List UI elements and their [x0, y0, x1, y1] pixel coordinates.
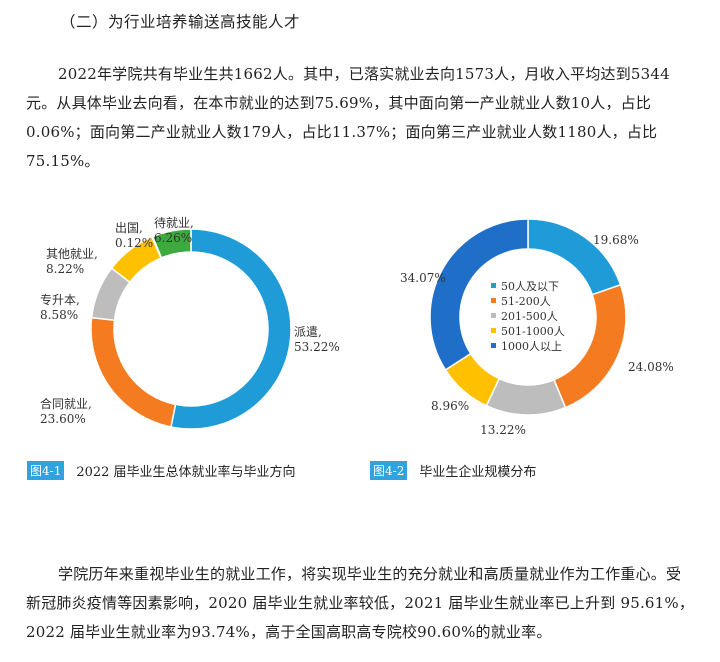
chart2-data-label-0: 19.68%	[593, 233, 639, 247]
chart2-legend-swatch-0	[491, 283, 496, 288]
section-heading: （二）为行业培养输送高技能人才	[60, 13, 301, 31]
figure-tag-1: 图4-1	[27, 461, 65, 480]
chart2-legend-swatch-2	[491, 313, 496, 318]
chart1-slice-5	[151, 228, 192, 259]
paragraph-graduates: 2022年学院共有毕业生共1662人。其中，已落实就业去向1573人，月收入平均…	[26, 65, 670, 170]
figure-caption-2: 图4-2 毕业生企业规模分布	[370, 461, 536, 480]
chart2-slice-2	[485, 377, 567, 416]
chart2-legend-entry-4: 1000人以上	[501, 340, 562, 353]
chart1-data-label-3: 其他就业, 8.22%	[46, 247, 98, 276]
chart1-data-label-0: 派遣, 53.22%	[294, 324, 340, 354]
chart1-data-label-1: 合同就业, 23.60%	[40, 396, 92, 426]
figure-caption-1: 图4-1 2022 届毕业生总体就业率与毕业方向	[27, 461, 296, 480]
chart1-slice-0	[170, 228, 292, 430]
chart2-legend-swatch-1	[491, 298, 496, 303]
chart2-slice-1	[553, 283, 627, 409]
chart2-legend-swatch-3	[491, 328, 496, 333]
paragraph-employment-rate: 学院历年来重视毕业生的就业工作，将实现毕业生的充分就业和高质量就业作为工作重心。…	[26, 565, 695, 641]
figure-tag-2: 图4-2	[370, 461, 408, 480]
chart1-data-label-4: 出国, 0.12%	[115, 221, 153, 250]
chart1-data-label-2: 专升本, 8.58%	[40, 292, 80, 322]
chart2-data-label-4: 34.07%	[400, 271, 446, 285]
chart2-legend-entry-2: 201-500人	[501, 310, 558, 323]
chart1-data-label-5: 待就业, 6.26%	[154, 216, 194, 245]
chart2-legend-entry-3: 501-1000人	[501, 325, 565, 338]
chart2-legend-entry-0: 50人及以下	[501, 280, 559, 293]
chart2-data-label-3: 8.96%	[431, 399, 469, 413]
chart2-legend-swatch-4	[491, 343, 496, 348]
employment-direction-donut-chart: 派遣, 53.22% 合同就业, 23.60% 专升本, 8.58% 其他就业, 8.22% 出…	[40, 216, 340, 430]
chart2-data-label-2: 13.22%	[480, 423, 526, 437]
chart2-slice-4	[429, 218, 529, 371]
enterprise-size-donut-chart: 19.68% 24.08% 13.22% 8.96% 34.07% 50人及以下 51-20…	[400, 218, 674, 437]
figure-caption-2-text: 毕业生企业规模分布	[419, 465, 537, 480]
chart2-legend-entry-1: 51-200人	[501, 295, 551, 308]
figure-caption-1-text: 2022 届毕业生总体就业率与毕业方向	[76, 465, 296, 480]
chart1-slice-1	[90, 316, 177, 428]
chart2-data-label-1: 24.08%	[628, 360, 674, 374]
